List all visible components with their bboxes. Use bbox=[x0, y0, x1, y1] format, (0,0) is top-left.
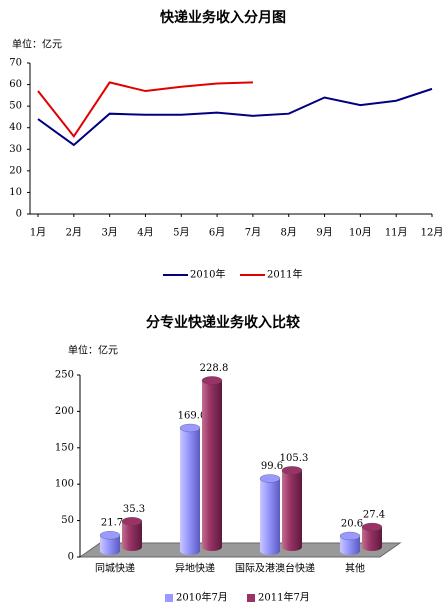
legend-label: 2011年 bbox=[267, 268, 302, 281]
legend-label: 2010年 bbox=[190, 268, 225, 281]
y-tick-label: 150 bbox=[55, 442, 74, 453]
y-tick-label: 200 bbox=[55, 406, 74, 417]
bar-top bbox=[339, 531, 361, 541]
x-tick-label: 11月 bbox=[385, 227, 408, 239]
x-tick-label: 6月 bbox=[209, 227, 225, 239]
y-tick-label: 250 bbox=[55, 370, 74, 381]
bar bbox=[260, 478, 280, 551]
value-label: 99.6 bbox=[261, 461, 283, 472]
value-label: 27.4 bbox=[363, 510, 385, 521]
x-tick-label: 4月 bbox=[137, 227, 153, 239]
bar-base bbox=[180, 547, 200, 555]
bar-top bbox=[259, 474, 281, 483]
y-tick-label: 0 bbox=[68, 552, 74, 563]
y-tick-label: 50 bbox=[9, 101, 22, 112]
x-tick-label: 7月 bbox=[245, 227, 261, 239]
chart-title: 快递业务收入分月图 bbox=[160, 9, 286, 26]
y-tick-label: 10 bbox=[9, 187, 22, 198]
unit-label: 单位：亿元 bbox=[68, 344, 118, 357]
bar-base bbox=[260, 547, 280, 555]
x-tick-label: 同城快递 bbox=[95, 562, 135, 575]
bar bbox=[202, 380, 222, 547]
bar bbox=[122, 521, 142, 547]
legend-label: 2010年7月 bbox=[176, 591, 228, 604]
x-tick-label: 2月 bbox=[66, 227, 82, 239]
y-tick-label: 70 bbox=[9, 58, 22, 69]
y-tick-label: 100 bbox=[55, 479, 74, 490]
bar-base bbox=[202, 543, 222, 551]
bar bbox=[180, 427, 200, 551]
y-tick-label: 50 bbox=[61, 515, 74, 526]
x-tick-label: 8月 bbox=[281, 227, 297, 239]
x-tick-label: 12月 bbox=[421, 227, 444, 239]
y-tick-label: 0 bbox=[16, 209, 22, 220]
x-tick-label: 9月 bbox=[316, 227, 332, 239]
value-label: 20.6 bbox=[341, 519, 363, 530]
value-label: 228.8 bbox=[200, 363, 229, 374]
value-label: 169.0 bbox=[178, 410, 207, 421]
unit-label: 单位：亿元 bbox=[12, 38, 62, 51]
bar bbox=[340, 536, 360, 551]
value-label: 105.3 bbox=[280, 453, 309, 464]
chart-title: 分专业快递业务收入比较 bbox=[146, 314, 300, 331]
bar bbox=[362, 527, 382, 547]
y-tick-label: 20 bbox=[9, 165, 22, 176]
value-label: 35.3 bbox=[123, 504, 145, 515]
bar-top bbox=[361, 522, 383, 532]
y-tick-label: 60 bbox=[9, 79, 22, 90]
bar-base bbox=[122, 543, 142, 551]
bar bbox=[100, 535, 120, 551]
bar-top bbox=[179, 423, 201, 433]
x-tick-label: 其他 bbox=[345, 562, 365, 575]
legend-swatch bbox=[247, 594, 255, 602]
value-label: 21.7 bbox=[101, 518, 123, 529]
legend-label: 2011年7月 bbox=[258, 591, 310, 604]
bar-top bbox=[281, 466, 303, 475]
bar-top bbox=[201, 376, 223, 385]
bar-base bbox=[340, 547, 360, 555]
data-line bbox=[37, 87, 433, 147]
bar bbox=[282, 470, 302, 547]
x-tick-label: 10月 bbox=[349, 227, 372, 239]
legend-swatch bbox=[165, 594, 173, 602]
x-tick-label: 异地快递 bbox=[175, 562, 215, 575]
x-tick-label: 国际及港澳台快递 bbox=[235, 562, 315, 575]
bar-top bbox=[99, 531, 121, 540]
bar-base bbox=[362, 543, 382, 551]
bar-base bbox=[282, 543, 302, 551]
bar-top bbox=[121, 517, 143, 526]
bar-base bbox=[100, 547, 120, 555]
x-tick-label: 1月 bbox=[30, 227, 46, 239]
data-line bbox=[37, 81, 253, 139]
y-tick-label: 40 bbox=[9, 122, 22, 133]
floor bbox=[78, 542, 402, 558]
x-tick-label: 3月 bbox=[101, 227, 117, 239]
x-tick-label: 5月 bbox=[173, 227, 189, 239]
y-tick-label: 30 bbox=[9, 144, 22, 155]
